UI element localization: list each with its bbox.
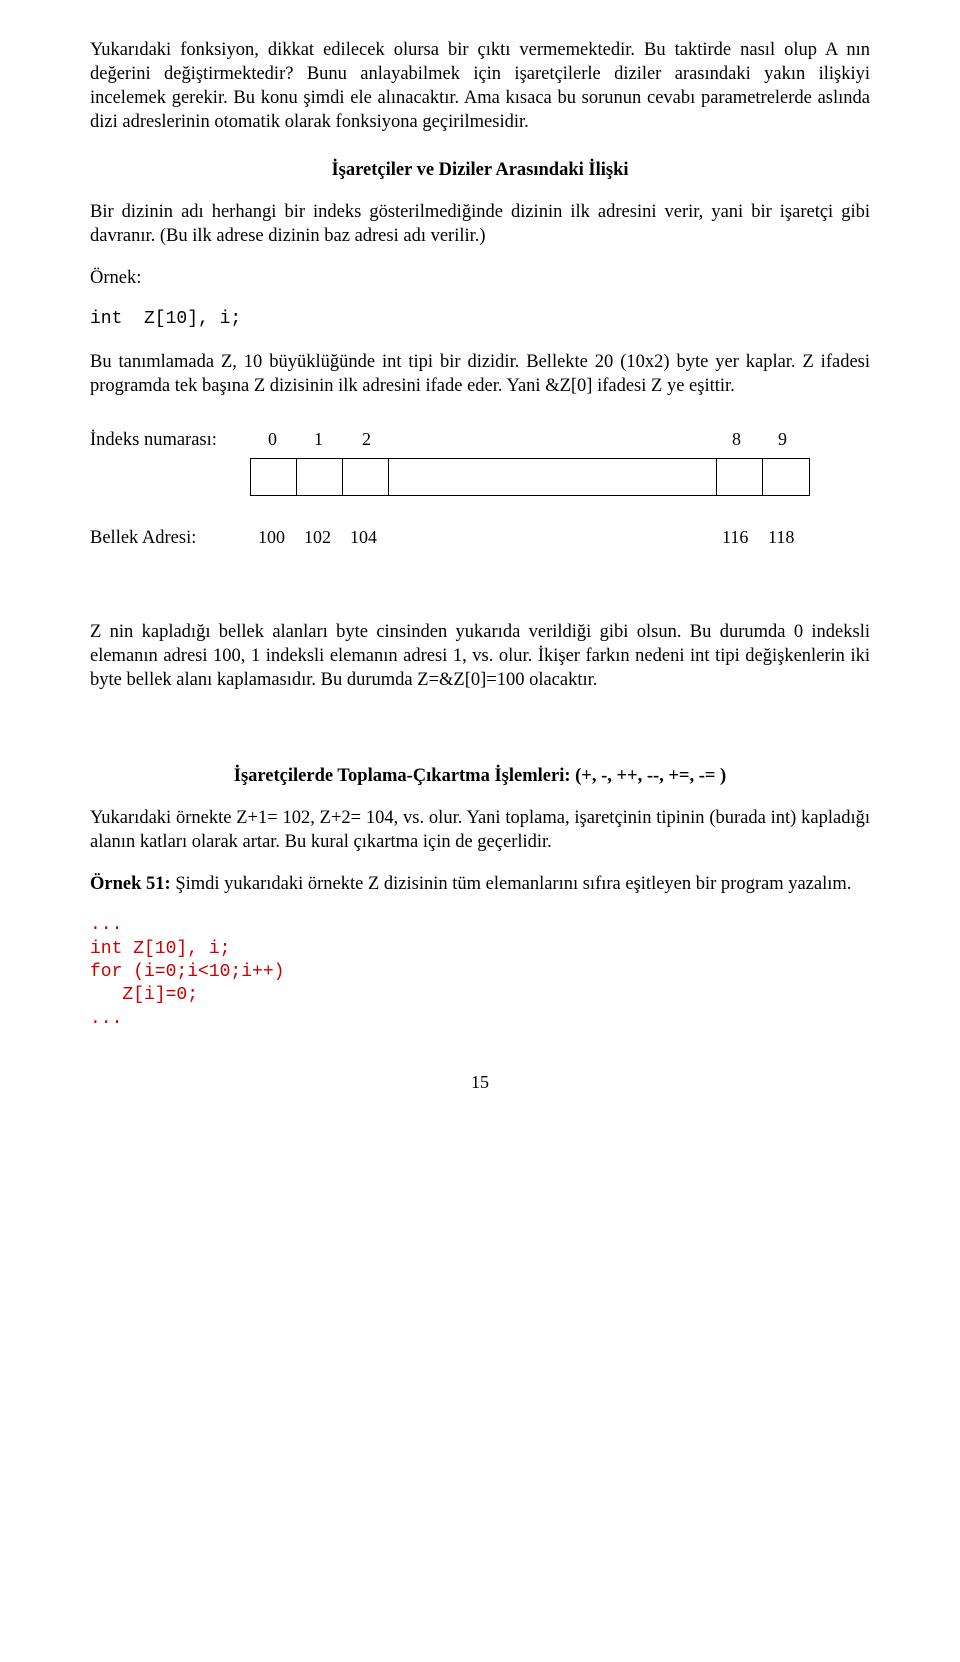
addr-100: 100	[258, 526, 285, 549]
addr-102: 102	[304, 526, 331, 549]
index-row: İndeks numarası: 0 1 2 8 9	[90, 428, 870, 452]
addr-116: 116	[722, 526, 748, 549]
code-line: for (i=0;i<10;i++)	[90, 961, 870, 984]
heading-pointers-arrays: İşaretçiler ve Diziler Arasındaki İlişki	[90, 158, 870, 182]
address-row: Bellek Adresi: 100 102 104 116 118	[90, 526, 870, 550]
page-number: 15	[90, 1071, 870, 1094]
code-block-zero-array: ... int Z[10], i; for (i=0;i<10;i++) Z[i…	[90, 914, 870, 1031]
index-label: İndeks numarası:	[90, 428, 250, 452]
paragraph-array-name: Bir dizinin adı herhangi bir indeks göst…	[90, 200, 870, 248]
index-numbers: 0 1 2 8 9	[250, 428, 870, 452]
example-51: Örnek 51: Şimdi yukarıdaki örnekte Z diz…	[90, 872, 870, 896]
heading-pointer-arithmetic: İşaretçilerde Toplama-Çıkartma İşlemleri…	[90, 764, 870, 788]
code-line: ...	[90, 1008, 870, 1031]
addr-118: 118	[768, 526, 794, 549]
index-0: 0	[268, 428, 277, 451]
address-numbers: 100 102 104 116 118	[250, 526, 870, 550]
example-label: Örnek:	[90, 266, 870, 290]
index-8: 8	[732, 428, 741, 451]
address-label: Bellek Adresi:	[90, 526, 250, 550]
paragraph-intro: Yukarıdaki fonksiyon, dikkat edilecek ol…	[90, 38, 870, 134]
example-51-label: Örnek 51:	[90, 874, 175, 894]
array-cell	[251, 459, 297, 495]
addr-104: 104	[350, 526, 377, 549]
array-cell	[343, 459, 389, 495]
index-2: 2	[362, 428, 371, 451]
example-51-text: Şimdi yukarıdaki örnekte Z dizisinin tüm…	[175, 874, 851, 894]
array-cell	[297, 459, 343, 495]
code-line: ...	[90, 914, 870, 937]
array-diagram	[250, 458, 810, 496]
paragraph-array-memory: Bu tanımlamada Z, 10 büyüklüğünde int ti…	[90, 350, 870, 398]
array-cell	[717, 459, 763, 495]
paragraph-memory-layout: Z nin kapladığı bellek alanları byte cin…	[90, 620, 870, 692]
array-cell-wide	[389, 459, 717, 495]
index-1: 1	[314, 428, 323, 451]
array-cell	[763, 459, 809, 495]
paragraph-pointer-add: Yukarıdaki örnekte Z+1= 102, Z+2= 104, v…	[90, 806, 870, 854]
code-line: Z[i]=0;	[90, 984, 870, 1007]
code-line: int Z[10], i;	[90, 938, 870, 961]
index-9: 9	[778, 428, 787, 451]
code-declaration: int Z[10], i;	[90, 308, 870, 331]
